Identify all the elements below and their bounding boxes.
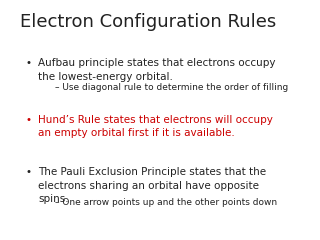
Text: Electron Configuration Rules: Electron Configuration Rules xyxy=(20,13,276,31)
Text: •: • xyxy=(25,58,31,68)
Text: Aufbau principle states that electrons occupy
the lowest-energy orbital.: Aufbau principle states that electrons o… xyxy=(38,58,276,82)
Text: •: • xyxy=(25,115,31,125)
Text: The Pauli Exclusion Principle states that the
electrons sharing an orbital have : The Pauli Exclusion Principle states tha… xyxy=(38,168,266,204)
Text: •: • xyxy=(25,168,31,177)
Text: – One arrow points up and the other points down: – One arrow points up and the other poin… xyxy=(55,198,277,207)
Text: Hund’s Rule states that electrons will occupy
an empty orbital first if it is av: Hund’s Rule states that electrons will o… xyxy=(38,115,273,138)
Text: – Use diagonal rule to determine the order of filling: – Use diagonal rule to determine the ord… xyxy=(55,83,289,92)
